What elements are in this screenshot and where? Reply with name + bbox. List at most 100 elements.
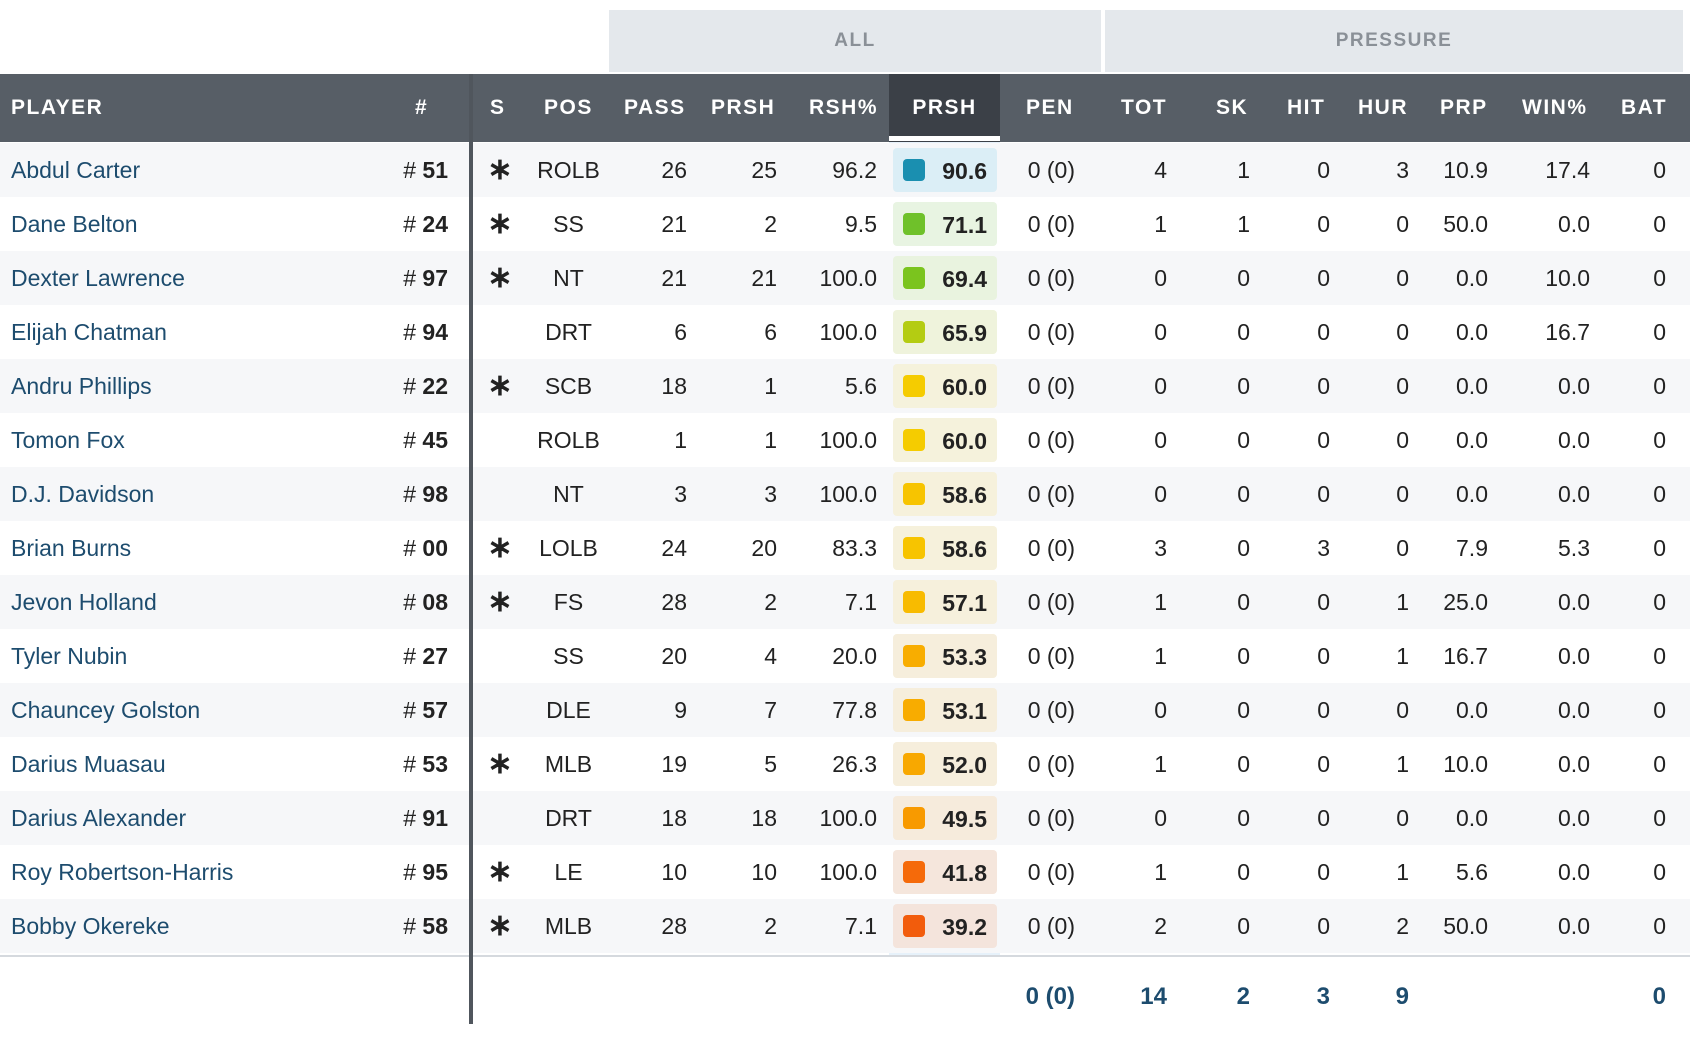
jersey-hash: # — [403, 805, 417, 831]
cell-pos: LE — [554, 859, 583, 885]
cell-hit: 0 — [1317, 643, 1330, 669]
player-name-link[interactable]: Tomon Fox — [11, 427, 125, 453]
jersey-value: 45 — [422, 427, 448, 453]
jersey-value: 91 — [422, 805, 448, 831]
cell-pos: MLB — [544, 913, 593, 939]
grade-badge: 58.6 — [893, 526, 997, 570]
cell-hur: 0 — [1396, 805, 1409, 831]
player-name-link[interactable]: D.J. Davidson — [11, 481, 155, 507]
table-row: Bobby Okereke # 58 ∗ 0 (0) 2 0 0 2 50.0 0.0 0 MLB 28… — [0, 899, 1690, 953]
player-name-link[interactable]: Darius Alexander — [11, 805, 187, 831]
cell-tot: 1 — [1154, 589, 1167, 615]
cell-win-pct: 0.0 — [1558, 427, 1590, 453]
cell-win-pct: 17.4 — [1545, 157, 1590, 183]
cell-pos: ROLB — [537, 157, 600, 183]
grade-badge: 60.0 — [893, 364, 997, 408]
col-header-tot[interactable]: TOT — [1121, 96, 1168, 119]
jersey-value: 95 — [422, 859, 448, 885]
cell-prp: 10.9 — [1443, 157, 1488, 183]
cell-prsh: 4 — [764, 643, 777, 669]
player-name-link[interactable]: Elijah Chatman — [11, 319, 167, 345]
cell-hit: 0 — [1317, 427, 1330, 453]
cell-hit: 0 — [1317, 913, 1330, 939]
col-header-rsh-pct[interactable]: RSH% — [809, 96, 879, 119]
grade-color-swatch — [903, 537, 925, 559]
grade-badge: 49.5 — [893, 796, 997, 840]
player-name-link[interactable]: Roy Robertson-Harris — [11, 859, 234, 885]
cell-pass: 24 — [661, 535, 687, 561]
starter-mark: ∗ — [487, 531, 513, 564]
cell-prp: 50.0 — [1443, 913, 1488, 939]
cell-prp: 0.0 — [1456, 427, 1488, 453]
col-header-sk[interactable]: SK — [1216, 96, 1249, 119]
jersey-value: 51 — [422, 157, 448, 183]
table-row: Brian Burns # 00 ∗ 0 (0) 3 0 3 0 7.9 5.3 0 LOLB 24 20… — [0, 521, 1690, 575]
player-name-link[interactable]: Tyler Nubin — [11, 643, 128, 669]
grade-color-swatch — [903, 645, 925, 667]
cell-pass: 18 — [661, 373, 687, 399]
jersey-value: 27 — [422, 643, 448, 669]
player-name-link[interactable]: Bobby Okereke — [11, 913, 170, 939]
col-header-player[interactable]: PLAYER — [11, 96, 104, 119]
player-name-link[interactable]: Darius Muasau — [11, 751, 166, 777]
group-label-pressure: PRESSURE — [1335, 30, 1453, 51]
jersey-number: # 57 — [380, 683, 448, 737]
col-header-jersey[interactable]: # — [415, 96, 429, 119]
grade-color-swatch — [903, 267, 925, 289]
total-sk: 2 — [1236, 983, 1250, 1010]
col-header-prp[interactable]: PRP — [1440, 96, 1488, 119]
player-name-link[interactable]: Dexter Lawrence — [11, 265, 185, 291]
cell-win-pct: 0.0 — [1558, 751, 1590, 777]
col-header-pos[interactable]: POS — [544, 96, 593, 119]
cell-sk: 0 — [1237, 859, 1250, 885]
jersey-number: # 24 — [380, 197, 448, 251]
cell-bat: 0 — [1653, 211, 1666, 237]
cell-prp: 0.0 — [1456, 265, 1488, 291]
grade-color-swatch — [903, 753, 925, 775]
player-name-link[interactable]: Chauncey Golston — [11, 697, 201, 723]
cell-pos: DRT — [545, 805, 592, 831]
col-header-pen[interactable]: PEN — [1026, 96, 1074, 119]
cell-tot: 0 — [1154, 427, 1167, 453]
grade-value: 57.1 — [942, 590, 987, 616]
cell-pass: 21 — [661, 265, 687, 291]
col-header-hur[interactable]: HUR — [1358, 96, 1408, 119]
grade-badge: 60.0 — [893, 418, 997, 462]
cell-hur: 0 — [1396, 211, 1409, 237]
grade-value: 69.4 — [942, 266, 987, 292]
col-header-pass[interactable]: PASS — [624, 96, 686, 119]
cell-win-pct: 0.0 — [1558, 913, 1590, 939]
jersey-number: # 58 — [380, 899, 448, 953]
cell-tot: 1 — [1154, 859, 1167, 885]
grade-value: 60.0 — [942, 428, 987, 454]
col-header-prsh[interactable]: PRSH — [711, 96, 776, 119]
cell-win-pct: 10.0 — [1545, 265, 1590, 291]
grade-color-swatch — [903, 429, 925, 451]
jersey-hash: # — [403, 859, 417, 885]
cell-prsh: 10 — [751, 859, 777, 885]
cell-rsh-pct: 5.6 — [845, 373, 877, 399]
jersey-value: 97 — [422, 265, 448, 291]
cell-pass: 6 — [674, 319, 687, 345]
table-header: PLAYER # S POS PASS PRSH RSH% PRSH PEN T… — [0, 74, 1690, 142]
player-name-link[interactable]: Abdul Carter — [11, 157, 141, 183]
player-name-link[interactable]: Dane Belton — [11, 211, 138, 237]
col-header-starter[interactable]: S — [490, 96, 506, 119]
col-header-bat[interactable]: BAT — [1621, 96, 1668, 119]
cell-rsh-pct: 7.1 — [845, 913, 877, 939]
cell-pos: LOLB — [539, 535, 598, 561]
player-name-link[interactable]: Brian Burns — [11, 535, 132, 561]
col-header-prsh-grade[interactable]: PRSH — [889, 74, 1000, 142]
cell-tot: 1 — [1154, 751, 1167, 777]
cell-rsh-pct: 83.3 — [832, 535, 877, 561]
cell-hit: 0 — [1317, 751, 1330, 777]
grade-value: 53.1 — [942, 698, 987, 724]
cell-pass: 20 — [661, 643, 687, 669]
col-header-win-pct[interactable]: WIN% — [1522, 96, 1588, 119]
grade-value: 90.6 — [942, 158, 987, 184]
col-header-hit[interactable]: HIT — [1287, 96, 1326, 119]
cell-prsh: 1 — [764, 373, 777, 399]
player-name-link[interactable]: Jevon Holland — [11, 589, 157, 615]
player-name-link[interactable]: Andru Phillips — [11, 373, 152, 399]
cell-prp: 16.7 — [1443, 643, 1488, 669]
